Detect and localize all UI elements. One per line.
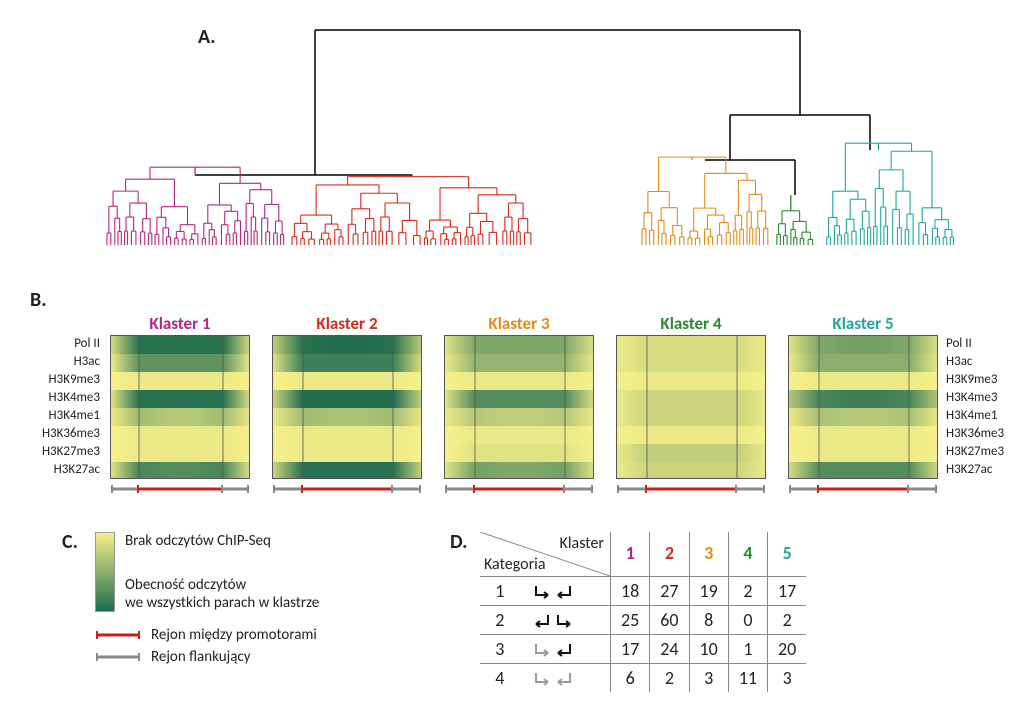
- col-header-4: 4: [728, 532, 767, 574]
- cluster-category-table: KlasterKategoria123451182719217225608023…: [480, 532, 806, 692]
- row-label: H3ac: [30, 353, 100, 371]
- header-klaster: Klaster: [560, 534, 604, 553]
- region-bar-5: [788, 482, 938, 496]
- cell: 17: [611, 635, 650, 664]
- heatmap-panel-1: [110, 335, 250, 479]
- panel-label-c: C.: [62, 530, 78, 554]
- legend-c: Brak odczytów ChIP-Seq Obecność odczytów …: [95, 532, 425, 666]
- cell: 1: [728, 635, 767, 664]
- header-kategoria: Kategoria: [484, 555, 545, 574]
- cell: 27: [650, 577, 689, 606]
- cell: 60: [650, 606, 689, 635]
- row-label: H3K9me3: [946, 371, 1016, 389]
- cell: 2: [650, 664, 689, 693]
- panel-label-d: D.: [450, 530, 468, 554]
- kat-num: 3: [480, 635, 520, 664]
- row-label: H3K9me3: [30, 371, 100, 389]
- colorbar-bottom-label: Obecność odczytów we wszystkich parach w…: [125, 576, 319, 612]
- heatmap-row-labels-right: Pol IIH3acH3K9me3H3K4me3H3K4me1H3K36me3H…: [946, 335, 1016, 479]
- region-bar-1: [110, 482, 250, 496]
- col-header-1: 1: [611, 532, 650, 574]
- col-header-3: 3: [689, 532, 728, 574]
- cell: 3: [768, 664, 807, 693]
- row-label: H3K36me3: [946, 425, 1016, 443]
- row-label: H3K4me3: [30, 389, 100, 407]
- cell: 10: [689, 635, 728, 664]
- colorbar: [95, 532, 115, 612]
- row-label: H3K36me3: [30, 425, 100, 443]
- row-label: H3K27me3: [946, 443, 1016, 461]
- row-label: H3K27me3: [30, 443, 100, 461]
- row-label: H3K4me1: [946, 407, 1016, 425]
- kat-num: 4: [480, 664, 520, 693]
- cell: 6: [611, 664, 650, 693]
- cell: 20: [768, 635, 807, 664]
- klaster-title-5: Klaster 5: [788, 313, 938, 334]
- region-bar-3: [444, 482, 594, 496]
- legend-inner-label: Rejon między promotorami: [151, 626, 317, 644]
- heatmap-row-labels-left: Pol IIH3acH3K9me3H3K4me3H3K4me1H3K36me3H…: [30, 335, 100, 479]
- dendrogram: [0, 20, 1024, 260]
- cell: 2: [728, 577, 767, 606]
- col-header-5: 5: [768, 532, 807, 574]
- arrow-icon: [530, 611, 576, 629]
- col-header-2: 2: [650, 532, 689, 574]
- heatmap-area: Pol IIH3acH3K9me3H3K4me3H3K4me1H3K36me3H…: [30, 313, 1000, 503]
- klaster-title-1: Klaster 1: [110, 313, 250, 334]
- row-label: H3K4me1: [30, 407, 100, 425]
- row-label: H3K4me3: [946, 389, 1016, 407]
- heatmap-panel-2: [272, 335, 422, 479]
- kat-num: 2: [480, 606, 520, 635]
- klaster-title-3: Klaster 3: [444, 313, 594, 334]
- row-label: Pol II: [30, 335, 100, 353]
- cell: 3: [689, 664, 728, 693]
- legend-flank-icon: [95, 651, 141, 663]
- cell: 17: [768, 577, 807, 606]
- cell: 18: [611, 577, 650, 606]
- heatmap-panel-5: [788, 335, 938, 479]
- legend-inner-icon: [95, 629, 141, 641]
- heatmap-panel-3: [444, 335, 594, 479]
- arrow-icon: [530, 669, 576, 687]
- cell: 19: [689, 577, 728, 606]
- cell: 2: [768, 606, 807, 635]
- row-label: Pol II: [946, 335, 1016, 353]
- arrow-icon: [530, 640, 576, 658]
- row-label: H3K27ac: [30, 461, 100, 479]
- kat-num: 1: [480, 577, 520, 606]
- colorbar-top-label: Brak odczytów ChIP-Seq: [125, 532, 319, 550]
- cell: 0: [728, 606, 767, 635]
- region-bar-4: [616, 482, 766, 496]
- cell: 11: [728, 664, 767, 693]
- klaster-title-2: Klaster 2: [272, 313, 422, 334]
- region-bar-2: [272, 482, 422, 496]
- table-d: KlasterKategoria123451182719217225608023…: [480, 532, 806, 692]
- row-label: H3ac: [946, 353, 1016, 371]
- heatmap-panel-4: [616, 335, 766, 479]
- cell: 25: [611, 606, 650, 635]
- row-label: H3K27ac: [946, 461, 1016, 479]
- cell: 24: [650, 635, 689, 664]
- arrow-icon: [530, 582, 576, 600]
- panel-label-b: B.: [30, 288, 47, 312]
- klaster-title-4: Klaster 4: [616, 313, 766, 334]
- cell: 8: [689, 606, 728, 635]
- legend-flank-label: Rejon flankujący: [151, 648, 251, 666]
